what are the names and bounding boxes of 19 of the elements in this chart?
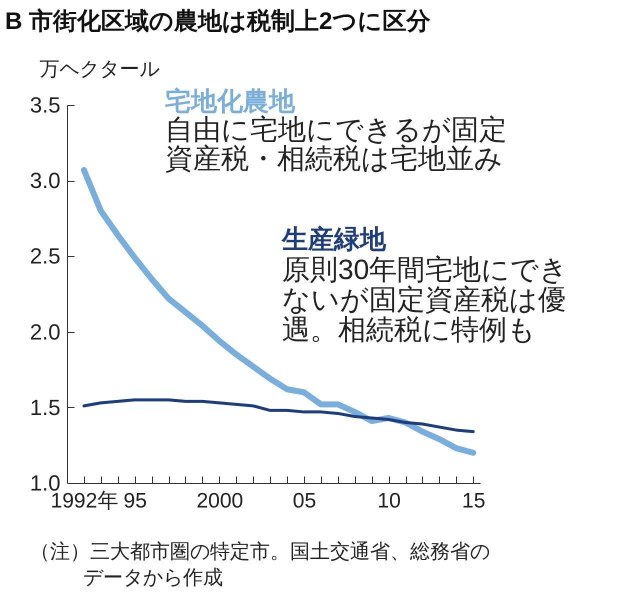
text: 生産緑地 xyxy=(281,224,387,254)
y-tick-label: 1.5 xyxy=(30,394,60,420)
chart-title: B 市街化区域の農地は税制上2つに区分 xyxy=(5,8,432,35)
y-axis-title: 万ヘクタール xyxy=(40,58,160,80)
x-tick-label: 95 xyxy=(124,490,147,512)
text: 宅地化農地 xyxy=(165,86,296,116)
y-tick-label: 3.0 xyxy=(30,168,60,194)
y-tick-label: 2.5 xyxy=(30,244,60,269)
y-tick-label: 2.0 xyxy=(30,319,60,344)
x-tick-label: 05 xyxy=(292,490,316,512)
x-tick-label: 15 xyxy=(462,490,486,512)
annotation: 原則30年間宅地にできないが固定資産税は優遇。相続税に特例も xyxy=(282,254,568,345)
annotation: 自由に宅地にできるが固定資産税・相続税は宅地並み xyxy=(165,114,507,174)
x-tick-label: 10 xyxy=(377,490,401,512)
x-tick-label: 2000 xyxy=(196,490,244,512)
x-tick-label: 1992年 xyxy=(50,490,118,512)
line-series xyxy=(82,398,475,434)
text: （注）三大都市圏の特定市。国土交通省、総務省のデータから作成 xyxy=(30,541,490,589)
y-tick-label: 3.5 xyxy=(30,92,60,118)
